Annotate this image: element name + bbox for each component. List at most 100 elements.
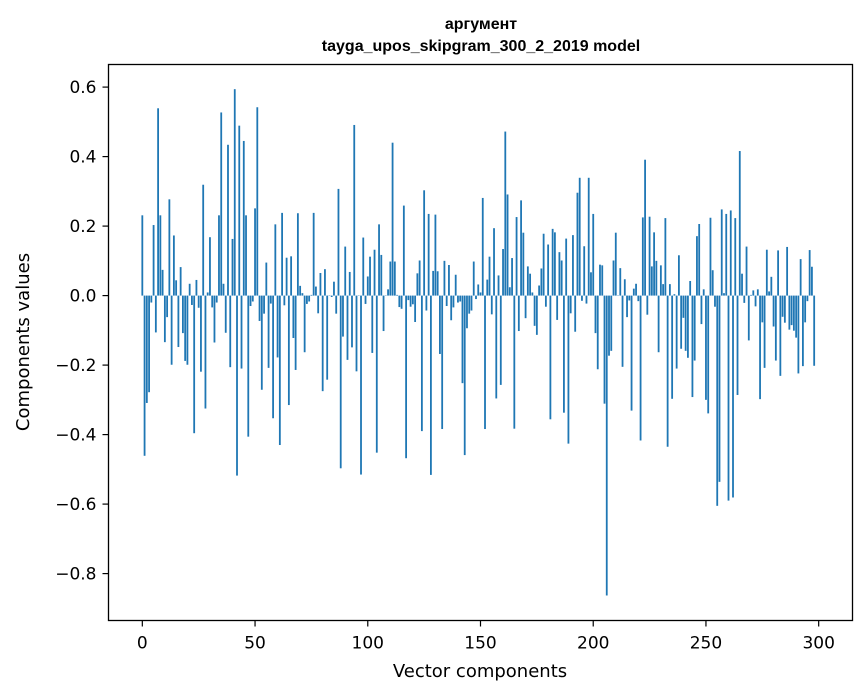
bar-206 xyxy=(605,295,608,596)
chart-title-line-1: аргумент xyxy=(445,16,517,33)
bar-68 xyxy=(294,295,297,370)
bar-169 xyxy=(522,232,525,296)
bar-171 xyxy=(526,266,529,296)
bar-240 xyxy=(682,295,685,318)
bar-149 xyxy=(477,284,480,296)
bar-165 xyxy=(513,295,516,429)
y-tick-label: −0.6 xyxy=(55,495,96,515)
bar-248 xyxy=(700,295,703,325)
bar-32 xyxy=(213,295,216,343)
bar-112 xyxy=(393,261,396,296)
bar-100 xyxy=(366,276,369,296)
bar-287 xyxy=(788,295,791,330)
bar-267 xyxy=(743,295,746,303)
y-tick-label: −0.4 xyxy=(55,426,96,446)
bar-125 xyxy=(423,190,426,296)
bar-137 xyxy=(450,295,453,321)
bar-202 xyxy=(596,295,599,370)
bar-239 xyxy=(680,295,683,349)
bar-146 xyxy=(470,295,473,311)
bar-126 xyxy=(425,295,428,311)
bar-80 xyxy=(321,295,324,392)
bar-87 xyxy=(337,188,340,296)
bar-36 xyxy=(222,283,225,296)
bar-195 xyxy=(581,295,583,301)
bar-132 xyxy=(439,295,441,354)
bar-152 xyxy=(484,295,486,430)
bar-217 xyxy=(630,295,633,411)
bar-222 xyxy=(641,217,644,296)
bar-115 xyxy=(400,295,403,309)
bar-134 xyxy=(443,260,446,296)
bar-120 xyxy=(411,295,414,305)
bar-204 xyxy=(601,265,604,296)
bar-138 xyxy=(452,295,455,308)
bar-124 xyxy=(420,295,423,432)
bar-279 xyxy=(770,276,773,296)
bar-253 xyxy=(711,270,714,296)
bars-group xyxy=(141,89,816,596)
bar-122 xyxy=(416,273,419,296)
y-tick-label: −0.2 xyxy=(55,356,96,376)
bar-116 xyxy=(402,205,405,296)
plot-frame xyxy=(107,63,854,622)
y-tick-label: 0.2 xyxy=(69,217,96,237)
bar-91 xyxy=(346,295,349,360)
bar-174 xyxy=(533,295,536,326)
bar-232 xyxy=(664,218,667,296)
bar-22 xyxy=(191,295,193,305)
bar-104 xyxy=(375,295,378,453)
bar-17 xyxy=(179,267,182,296)
bar-168 xyxy=(520,200,522,296)
bar-51 xyxy=(256,107,259,296)
bar-44 xyxy=(240,295,243,369)
bar-92 xyxy=(348,271,351,296)
bar-183 xyxy=(553,232,556,296)
bar-297 xyxy=(811,266,813,296)
bar-33 xyxy=(215,295,218,303)
bar-95 xyxy=(355,295,358,372)
bar-123 xyxy=(418,260,421,296)
bar-99 xyxy=(364,295,367,304)
bar-54 xyxy=(263,295,265,314)
bar-25 xyxy=(197,295,200,308)
bar-59 xyxy=(274,224,277,296)
bar-21 xyxy=(188,283,191,296)
bar-276 xyxy=(763,295,766,368)
bar-0 xyxy=(141,215,144,296)
bar-244 xyxy=(691,295,694,398)
bar-173 xyxy=(531,292,534,296)
bar-12 xyxy=(168,199,171,296)
bar-170 xyxy=(524,295,527,319)
y-tick-label: 0.0 xyxy=(69,287,96,307)
y-axis-ticks: −0.8 −0.6 −0.4 −0.2 0.0 0.2 0.4 0.6 xyxy=(55,78,109,585)
bar-163 xyxy=(508,287,511,296)
bar-26 xyxy=(200,295,202,372)
bar-225 xyxy=(648,216,651,296)
bar-114 xyxy=(398,295,401,308)
bar-242 xyxy=(687,295,689,358)
bar-230 xyxy=(659,265,662,296)
bar-226 xyxy=(650,266,653,296)
bar-129 xyxy=(432,270,435,296)
bar-93 xyxy=(351,295,353,348)
bar-188 xyxy=(565,238,568,296)
bar-176 xyxy=(538,285,541,296)
bar-76 xyxy=(312,212,315,296)
bar-103 xyxy=(373,249,376,296)
bar-197 xyxy=(585,295,588,304)
bar-292 xyxy=(799,259,802,296)
bar-210 xyxy=(614,232,617,296)
bar-128 xyxy=(429,295,432,475)
bar-38 xyxy=(227,144,229,296)
bar-111 xyxy=(391,142,394,296)
bar-185 xyxy=(558,252,561,296)
bar-71 xyxy=(301,293,304,296)
bar-102 xyxy=(371,295,374,353)
x-tick-label: 0 xyxy=(137,634,148,654)
bar-285 xyxy=(783,295,786,323)
bar-154 xyxy=(488,256,491,296)
bar-213 xyxy=(621,295,624,367)
bar-228 xyxy=(655,260,658,296)
